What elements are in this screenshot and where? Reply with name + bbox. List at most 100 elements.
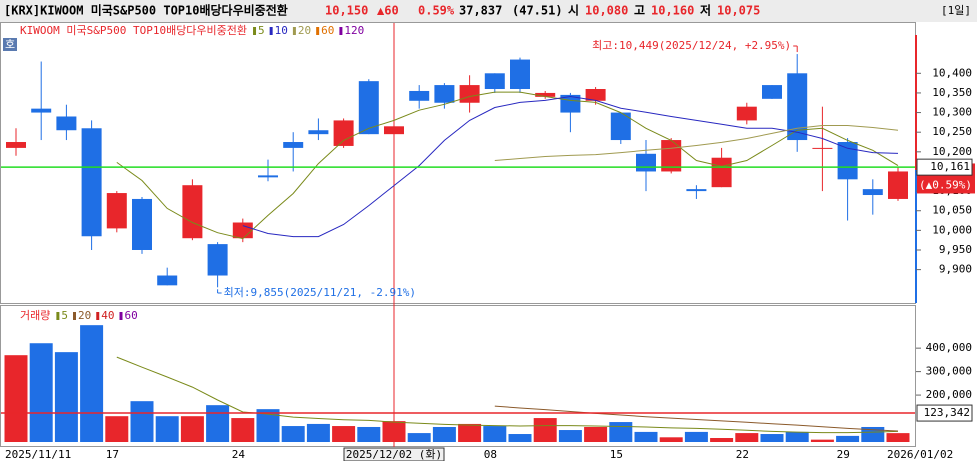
volume-bar — [886, 433, 910, 442]
legend-entry: 120 — [344, 24, 364, 37]
candle-body — [610, 112, 631, 141]
candle-body — [636, 153, 656, 172]
volume-bar — [659, 437, 683, 442]
button-box[interactable] — [3, 38, 17, 51]
candle-body — [812, 147, 833, 149]
y-tick-label: 10,350 — [932, 86, 972, 99]
candle-body — [132, 198, 152, 250]
candle-body — [686, 189, 707, 192]
volume-bar — [155, 416, 179, 442]
volume-bar — [483, 426, 507, 442]
volume-bar — [306, 423, 330, 442]
y-tick-label: 9,900 — [939, 263, 972, 276]
price: 10,150 — [325, 4, 368, 18]
y-tick-label: 10,400 — [932, 66, 972, 79]
period[interactable]: [1일] — [941, 3, 971, 17]
candle-body — [459, 85, 480, 103]
candle-body — [535, 92, 556, 97]
candle-body — [258, 175, 278, 178]
volume-bar — [584, 426, 608, 442]
legend-entry: 20 — [78, 309, 91, 322]
button[interactable]: 호 — [5, 38, 15, 51]
legend-entry: 5 — [258, 24, 265, 37]
crosshair-label: 2025/12/02 (화) — [346, 448, 442, 461]
volume-bar — [861, 426, 885, 442]
legend-swatch — [339, 27, 343, 35]
legend-swatch — [253, 27, 257, 35]
legend-title: KIWOOM 미국S&P500 TOP10배당다우비중전환 — [20, 24, 247, 37]
open: 10,080 — [585, 4, 628, 18]
legend-swatch — [96, 312, 100, 320]
stock-name: [KRX]KIWOOM 미국S&P500 TOP10배당다우비중전환 — [4, 3, 288, 18]
annotation: 최고:10,449(2025/12/24, +2.95%) — [592, 39, 791, 52]
y-tick-label: 300,000 — [926, 365, 972, 378]
rate: 0.59% — [418, 4, 455, 18]
volume-bar — [382, 421, 406, 442]
candle-body — [787, 73, 808, 141]
reference-box — [916, 158, 973, 176]
volume: 37,837 — [459, 4, 502, 18]
legend-entry: 10 — [275, 24, 288, 37]
volume-bar — [432, 426, 456, 442]
legend-entry: 5 — [61, 309, 68, 322]
volume-bar — [533, 418, 557, 442]
candle-body — [762, 85, 782, 99]
x-tick-label: 17 — [106, 448, 119, 461]
volume-bar — [684, 431, 708, 442]
candle-body — [585, 89, 606, 101]
x-tick-label: 24 — [232, 448, 246, 461]
volume-bar — [281, 426, 305, 442]
candle-body — [862, 189, 883, 196]
low: 10,075 — [717, 4, 760, 18]
legend-entry: 60 — [125, 309, 138, 322]
legend-entry: 20 — [298, 24, 311, 37]
volume-bar — [508, 434, 532, 442]
legend-swatch — [292, 27, 296, 35]
volume-bar — [558, 430, 582, 442]
legend-swatch — [56, 312, 60, 320]
volume-bar — [634, 431, 658, 442]
legend-swatch — [73, 312, 76, 320]
ma-line — [116, 91, 899, 240]
volume-bar — [4, 355, 28, 442]
ma-line — [494, 405, 899, 432]
legend-swatch — [269, 27, 273, 35]
candle-body — [6, 142, 26, 148]
candle-body — [232, 222, 253, 239]
candle-body — [333, 120, 354, 146]
legend-swatch — [119, 312, 123, 320]
volume-bar — [836, 435, 860, 442]
legend-entry: 40 — [101, 309, 114, 322]
volume-bar — [206, 405, 230, 442]
reference-box — [916, 404, 973, 422]
candle-body — [409, 90, 430, 101]
change: ▲60 — [377, 4, 399, 18]
high: 10,160 — [651, 4, 694, 18]
volume-bar — [80, 325, 104, 442]
volume-bar — [357, 426, 381, 442]
candle-body — [888, 171, 908, 199]
volume-bar — [710, 438, 734, 442]
header-bar — [0, 0, 977, 22]
candle-body — [736, 106, 757, 121]
candle-body — [510, 59, 530, 90]
candle-body — [484, 73, 505, 90]
x-tick-label: 15 — [610, 448, 623, 461]
candle-body — [711, 157, 732, 188]
y-tick-label: 10,200 — [932, 145, 972, 158]
volume-bar — [29, 343, 53, 442]
volume-bar — [735, 433, 759, 442]
y-tick-label: 10,050 — [932, 204, 972, 217]
reference-label: 10,161 — [930, 160, 970, 173]
candle-body — [308, 130, 329, 135]
volume-bar — [785, 431, 809, 442]
low-label: 저 — [700, 3, 711, 18]
reference-label: 123,342 — [924, 406, 970, 419]
candle-body — [358, 81, 379, 135]
x-tick-label: 08 — [484, 448, 497, 461]
volume-bar — [760, 434, 784, 442]
x-tick-label: 29 — [837, 448, 850, 461]
candle-body — [106, 193, 127, 229]
volume-bar — [407, 433, 431, 442]
